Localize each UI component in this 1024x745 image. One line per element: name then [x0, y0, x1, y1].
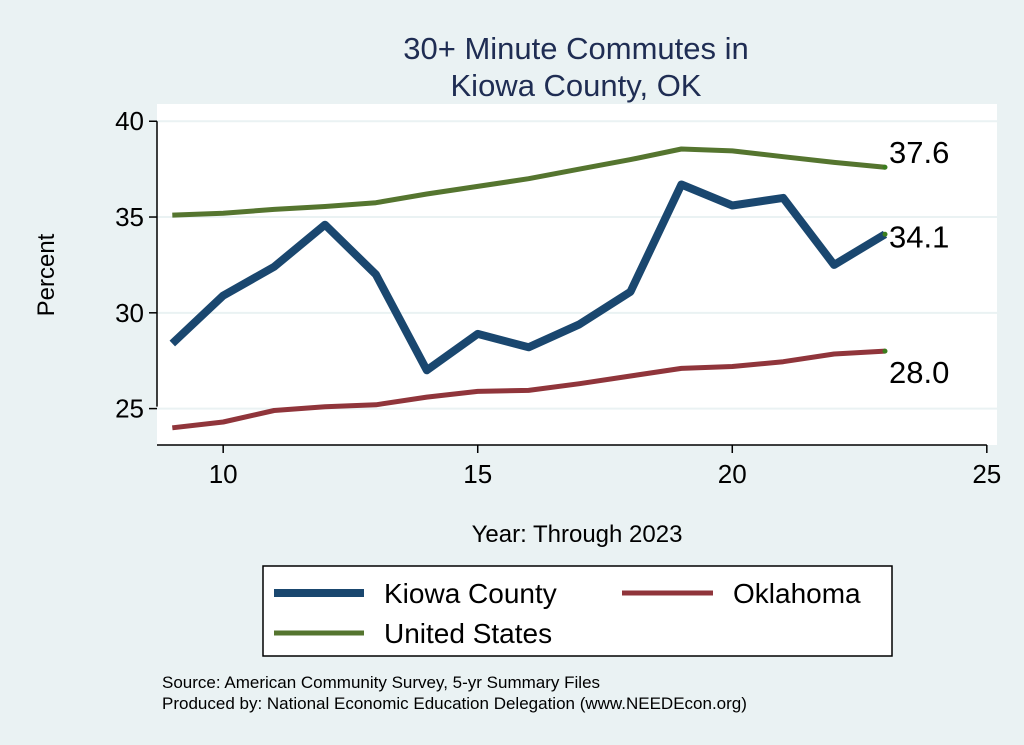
legend: Kiowa County Oklahoma United States: [262, 565, 893, 657]
series-lines: [169, 146, 888, 431]
end-labels: 37.6 34.1 28.0: [889, 135, 949, 390]
end-label-kiowa-county: 34.1: [889, 219, 949, 254]
plot-area: [157, 104, 997, 445]
chart-title-line-1: 30+ Minute Commutes in: [403, 31, 748, 66]
legend-label-oklahoma: Oklahoma: [733, 578, 861, 609]
end-point-united-states: [882, 164, 888, 170]
x-tick-label-20: 20: [718, 459, 747, 489]
produced-by-note: Produced by: National Economic Education…: [162, 694, 747, 713]
x-tick-label-25: 25: [972, 459, 1001, 489]
x-tick-label-10: 10: [209, 459, 238, 489]
end-label-oklahoma: 28.0: [889, 355, 949, 390]
x-axis-title: Year: Through 2023: [472, 521, 683, 548]
y-tick-label-25: 25: [115, 394, 144, 424]
legend-label-united-states: United States: [384, 618, 552, 649]
x-tick-label-15: 15: [463, 459, 492, 489]
end-point-kiowa-county: [882, 231, 888, 237]
y-tick-label-35: 35: [115, 202, 144, 232]
source-note: Source: American Community Survey, 5-yr …: [162, 673, 600, 692]
y-tick-label-40: 40: [115, 106, 144, 136]
series-line-kiowa-county: [169, 180, 888, 375]
end-point-oklahoma: [882, 348, 888, 354]
legend-label-kiowa-county: Kiowa County: [384, 578, 557, 609]
y-axis-title: Percent: [33, 233, 60, 316]
chart-title-line-2: Kiowa County, OK: [451, 68, 702, 103]
series-line-united-states: [172, 146, 886, 218]
legend-box: [262, 565, 893, 657]
series-line-oklahoma: [172, 348, 886, 431]
axes: 25 30 35 40 10 15 20 25: [115, 106, 1001, 489]
end-label-united-states: 37.6: [889, 135, 949, 170]
y-tick-label-30: 30: [115, 298, 144, 328]
